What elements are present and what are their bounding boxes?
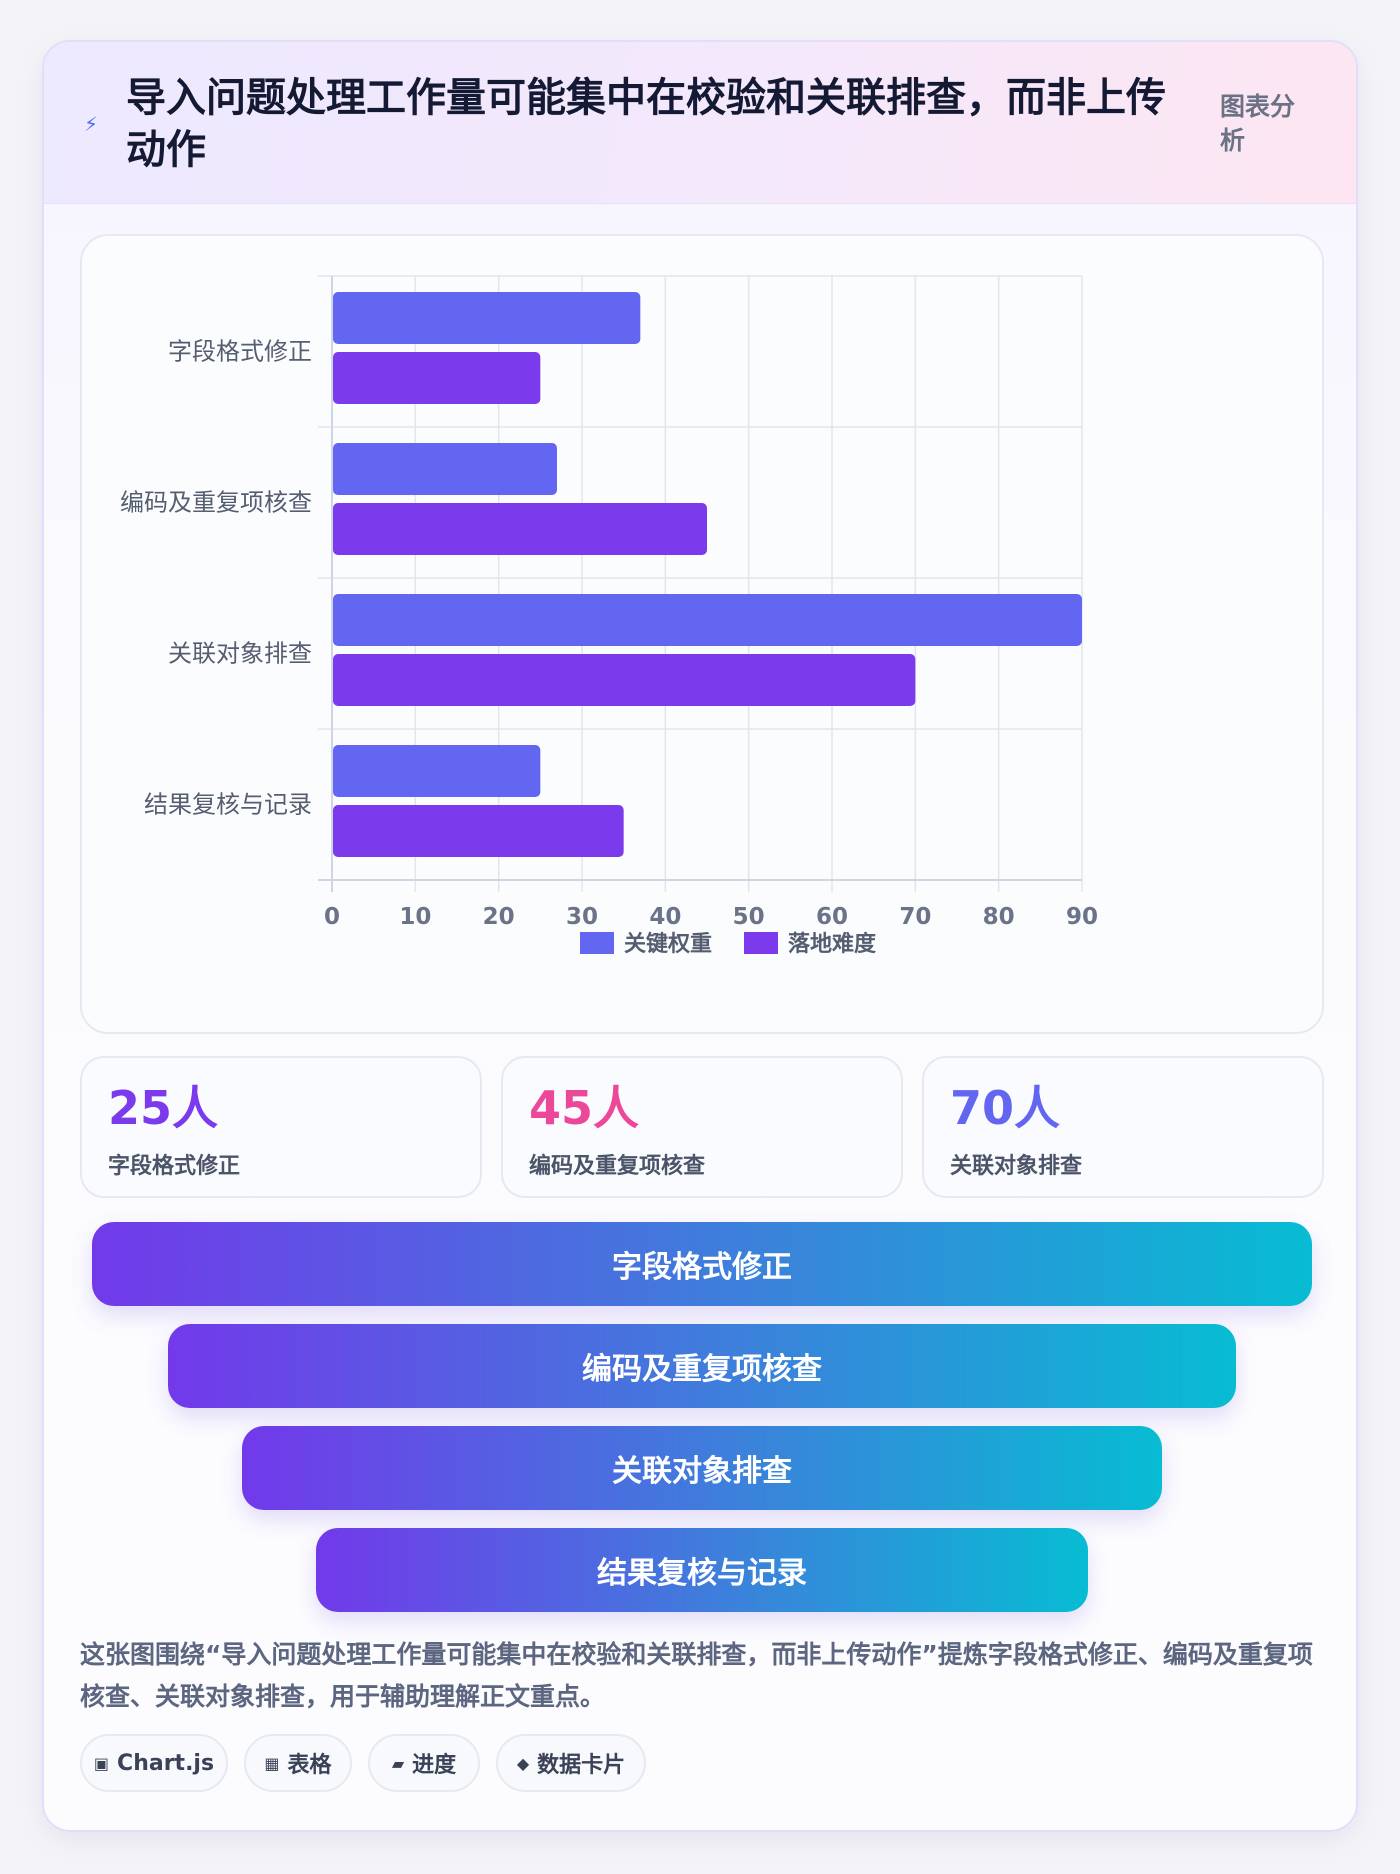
funnel-step-4: 结果复核与记录 xyxy=(316,1528,1088,1612)
chip-data-card[interactable]: ◆ 数据卡片 xyxy=(496,1734,646,1792)
stat-label: 字段格式修正 xyxy=(108,1154,241,1179)
legend-swatch xyxy=(580,932,614,954)
chip-label: 数据卡片 xyxy=(537,1753,626,1778)
header-tag: 图表分析 xyxy=(1220,92,1296,155)
bar-key-weight xyxy=(333,443,557,495)
x-tick-label: 50 xyxy=(733,904,765,930)
description: 这张图围绕“导入问题处理工作量可能集中在校验和关联排查，而非上传动作”提炼字段格… xyxy=(80,1640,1313,1711)
x-tick-label: 20 xyxy=(483,904,515,930)
table-icon: ▦ xyxy=(264,1753,280,1773)
infographic-card: ⚡ 导入问题处理工作量可能集中在校验和关联排查，而非上传动作 图表分析 0 10 2… xyxy=(42,40,1358,1832)
x-tick-label: 40 xyxy=(649,904,681,930)
bar-key-weight xyxy=(333,594,1082,646)
y-category-label: 字段格式修正 xyxy=(168,338,312,366)
funnel-step-3: 关联对象排查 xyxy=(242,1426,1162,1510)
legend-label: 关键权重 xyxy=(624,931,712,957)
y-category-label: 编码及重复项核查 xyxy=(120,489,312,517)
stat-card-3: 70人 关联对象排查 xyxy=(922,1056,1324,1198)
chart-panel: 0 10 20 30 40 50 60 70 80 90 字段格式修正编码及重复项核查关联对象排查结… xyxy=(80,234,1324,1034)
header: ⚡ 导入问题处理工作量可能集中在校验和关联排查，而非上传动作 图表分析 xyxy=(44,42,1356,204)
stat-value: 25人 xyxy=(108,1081,219,1135)
bar-difficulty xyxy=(333,503,707,555)
y-category-label: 关联对象排查 xyxy=(168,640,312,668)
legend-swatch xyxy=(744,932,778,954)
x-tick-label: 60 xyxy=(816,904,848,930)
stat-value: 70人 xyxy=(950,1081,1061,1135)
chip-chartjs[interactable]: ▣ Chart.js xyxy=(80,1734,228,1792)
x-tick-label: 30 xyxy=(566,904,598,930)
bar-key-weight xyxy=(333,292,641,344)
page-title: 导入问题处理工作量可能集中在校验和关联排查，而非上传动作 xyxy=(126,75,1166,173)
stat-card-2: 45人 编码及重复项核查 xyxy=(501,1056,903,1198)
chip-table[interactable]: ▦ 表格 xyxy=(244,1734,352,1792)
chip-label: 进度 xyxy=(412,1753,457,1778)
diamond-icon: ◆ xyxy=(516,1753,530,1773)
bar-key-weight xyxy=(333,745,541,797)
stat-label: 关联对象排查 xyxy=(950,1154,1083,1179)
x-tick-label: 80 xyxy=(983,904,1015,930)
chip-label: Chart.js xyxy=(117,1750,215,1776)
stat-value: 45人 xyxy=(529,1081,640,1135)
bar-difficulty xyxy=(333,352,541,404)
bar-difficulty xyxy=(333,805,624,857)
chip-progress[interactable]: ▰ 进度 xyxy=(368,1734,480,1792)
bar-chart: 0 10 20 30 40 50 60 70 80 90 字段格式修正编码及重复项核查关联对象排查结… xyxy=(120,275,1098,957)
x-tick-label: 0 xyxy=(324,904,340,930)
chart-icon: ▣ xyxy=(93,1753,110,1773)
y-category-label: 结果复核与记录 xyxy=(144,791,312,819)
chip-label: 表格 xyxy=(287,1753,332,1778)
x-tick-label: 10 xyxy=(399,904,431,930)
x-tick-label: 90 xyxy=(1066,904,1098,930)
stat-label: 编码及重复项核查 xyxy=(529,1154,706,1179)
funnel-step-1: 字段格式修正 xyxy=(92,1222,1312,1306)
bar-difficulty xyxy=(333,654,916,706)
legend-label: 落地难度 xyxy=(788,931,877,957)
stat-card-1: 25人 字段格式修正 xyxy=(80,1056,482,1198)
progress-icon: ▰ xyxy=(391,1753,405,1773)
lightning-icon: ⚡ xyxy=(84,112,99,136)
funnel-step-2: 编码及重复项核查 xyxy=(168,1324,1236,1408)
x-tick-label: 70 xyxy=(899,904,931,930)
